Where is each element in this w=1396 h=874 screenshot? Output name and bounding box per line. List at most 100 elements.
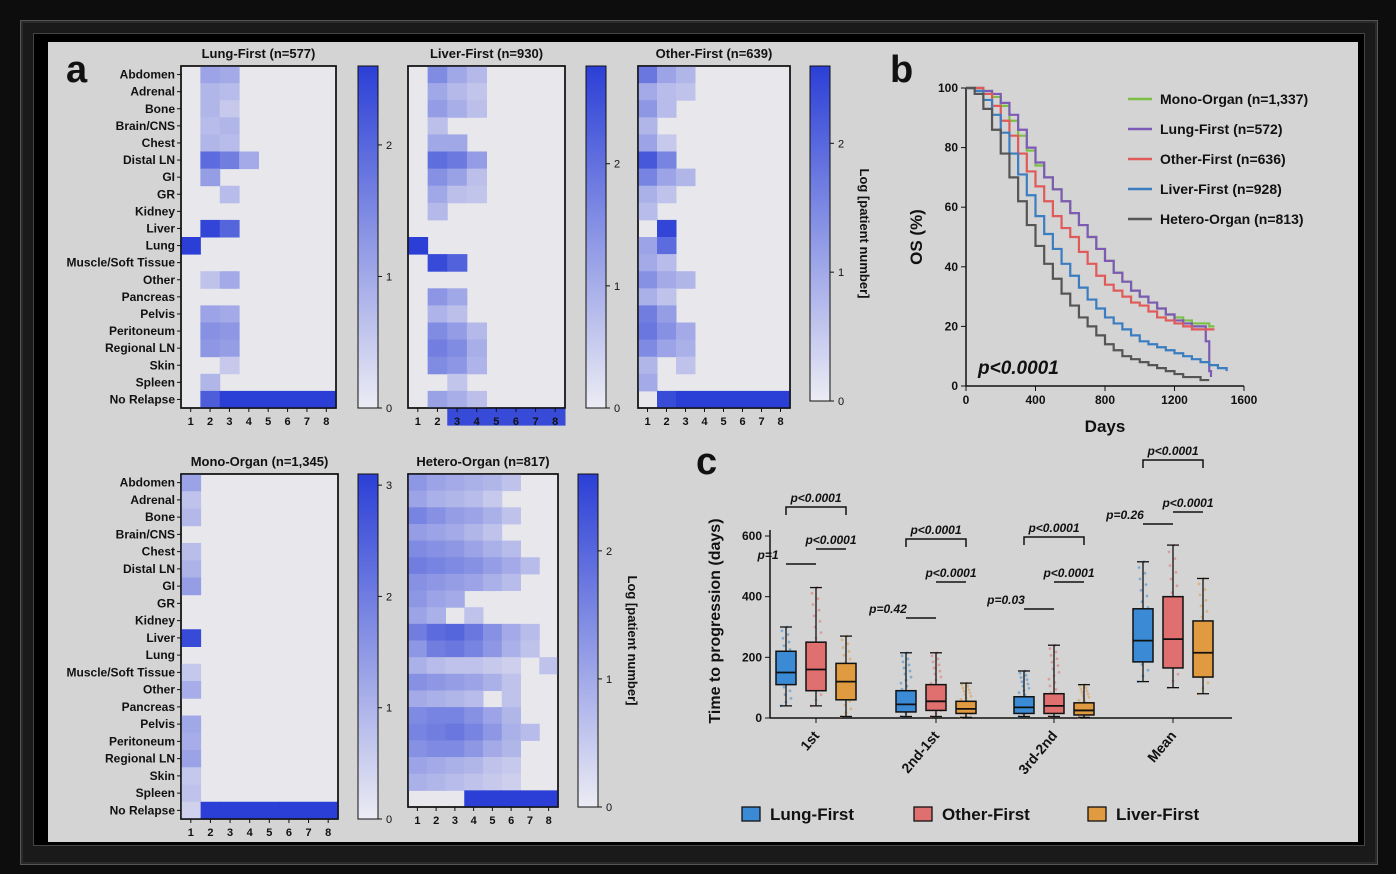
- legend-label: Lung-First: [770, 805, 854, 824]
- row-label: Chest: [142, 545, 175, 559]
- data-point: [969, 694, 973, 698]
- heatmap-cell: [219, 271, 240, 289]
- heatmap-cell: [501, 723, 521, 741]
- colorbar: [357, 473, 379, 820]
- data-point: [932, 666, 936, 670]
- data-point: [959, 698, 963, 701]
- heatmap-cell: [426, 607, 446, 625]
- panel-letter-a: a: [66, 49, 88, 91]
- y-tick-label: 200: [742, 650, 762, 664]
- heatmap-cell: [445, 623, 465, 641]
- colorbar-tick-label: 1: [606, 674, 612, 686]
- row-label: Abdomen: [120, 476, 175, 490]
- data-point: [1138, 577, 1142, 581]
- colorbar-label: Log [patient number]: [857, 169, 872, 299]
- legend-swatch: [1087, 806, 1107, 822]
- bracket: [785, 506, 847, 515]
- data-point: [1145, 594, 1149, 598]
- data-point: [781, 636, 785, 640]
- heatmap-cell: [638, 185, 658, 204]
- data-point: [1018, 671, 1022, 675]
- heatmap-cell: [545, 408, 566, 426]
- data-point: [840, 638, 844, 642]
- heatmap-cell: [638, 339, 658, 358]
- p-value: p=1: [756, 548, 778, 562]
- x-tick-label: 400: [1025, 393, 1045, 407]
- data-point: [968, 691, 972, 695]
- heatmap-cell: [258, 390, 279, 409]
- x-tick-label: 1: [188, 416, 194, 428]
- data-point: [846, 642, 850, 646]
- heatmap-cell: [447, 168, 468, 187]
- heatmap-cell: [657, 322, 677, 341]
- heatmap-cell: [466, 83, 487, 101]
- heatmap-cell: [483, 640, 503, 658]
- row-label: Pelvis: [140, 307, 175, 321]
- heatmap-cell: [638, 356, 658, 375]
- heatmap-cell: [520, 723, 540, 741]
- heatmap-cell: [501, 690, 521, 708]
- data-point: [842, 653, 846, 657]
- heatmap-cell: [466, 390, 487, 409]
- heatmap-cell: [181, 577, 202, 596]
- row-label: No Relapse: [110, 803, 176, 817]
- heatmap-cell: [464, 790, 484, 808]
- colorbar-tick-label: 2: [614, 159, 620, 171]
- heatmap-cell: [695, 390, 715, 409]
- heatmap-cell: [181, 801, 202, 820]
- heatmap-cell: [501, 707, 521, 725]
- heatmap-cell: [181, 732, 202, 751]
- data-point: [819, 631, 823, 635]
- x-tick-label: 1: [415, 416, 421, 428]
- row-label: GR: [157, 596, 175, 610]
- heatmap-cell: [676, 168, 696, 187]
- heatmap-cell: [427, 134, 448, 152]
- row-label: Pelvis: [140, 717, 175, 731]
- data-point: [907, 663, 911, 667]
- heatmap-cell: [259, 801, 280, 820]
- x-tick-label: 4: [474, 416, 481, 428]
- data-point: [782, 685, 786, 689]
- row-label: Abdomen: [120, 68, 175, 82]
- heatmap-cell: [181, 750, 202, 768]
- heatmap-cell: [447, 339, 468, 358]
- heatmap-cell: [297, 390, 318, 409]
- heatmap-cell: [464, 673, 484, 691]
- heatmap-cell: [408, 474, 428, 492]
- data-point: [1173, 557, 1177, 561]
- heatmap-cell: [464, 507, 484, 525]
- p-value: p<0.0001: [1161, 496, 1213, 510]
- p-value: p<0.0001: [789, 491, 841, 505]
- heatmap-cell: [408, 573, 428, 592]
- data-point: [966, 684, 970, 688]
- heatmap-cell: [200, 168, 221, 187]
- figure-canvas: a b c Lung-First (n=577) 1 2 3 4 5 6 7 8 Abdomen Adre…: [48, 42, 1358, 842]
- heatmap-cell: [483, 557, 503, 575]
- x-axis-label: Days: [1085, 417, 1126, 436]
- heatmap-cell: [638, 66, 658, 84]
- heatmap-cell: [426, 507, 446, 525]
- heatmap-cell: [501, 757, 521, 775]
- heatmap-cell: [464, 623, 484, 641]
- data-point: [938, 669, 942, 673]
- heatmap-cell: [445, 757, 465, 775]
- heatmap-cell: [200, 100, 221, 118]
- heatmap-cell: [464, 490, 484, 508]
- data-point: [811, 603, 815, 606]
- x-tick-label: 5: [265, 416, 271, 428]
- heatmap-cell: [483, 773, 503, 791]
- heatmap-cell: [426, 557, 446, 575]
- heatmap-cell: [464, 523, 484, 542]
- heatmap-cell: [445, 657, 465, 675]
- data-point: [967, 688, 971, 692]
- heatmap-cell: [427, 288, 448, 306]
- x-tick-label: 4: [471, 815, 478, 827]
- heatmap-3: Mono-Organ (n=1,345) 1 2 3 4 5 6 7 8 Abdomen Adren…: [67, 454, 393, 839]
- heatmap-cell: [676, 66, 696, 84]
- heatmap-cell: [676, 271, 696, 289]
- heatmap-cell: [676, 83, 696, 101]
- heatmap-cell: [426, 757, 446, 775]
- heatmap-cell: [483, 474, 503, 492]
- y-tick-label: 0: [755, 711, 762, 725]
- heatmap-cell: [408, 673, 428, 691]
